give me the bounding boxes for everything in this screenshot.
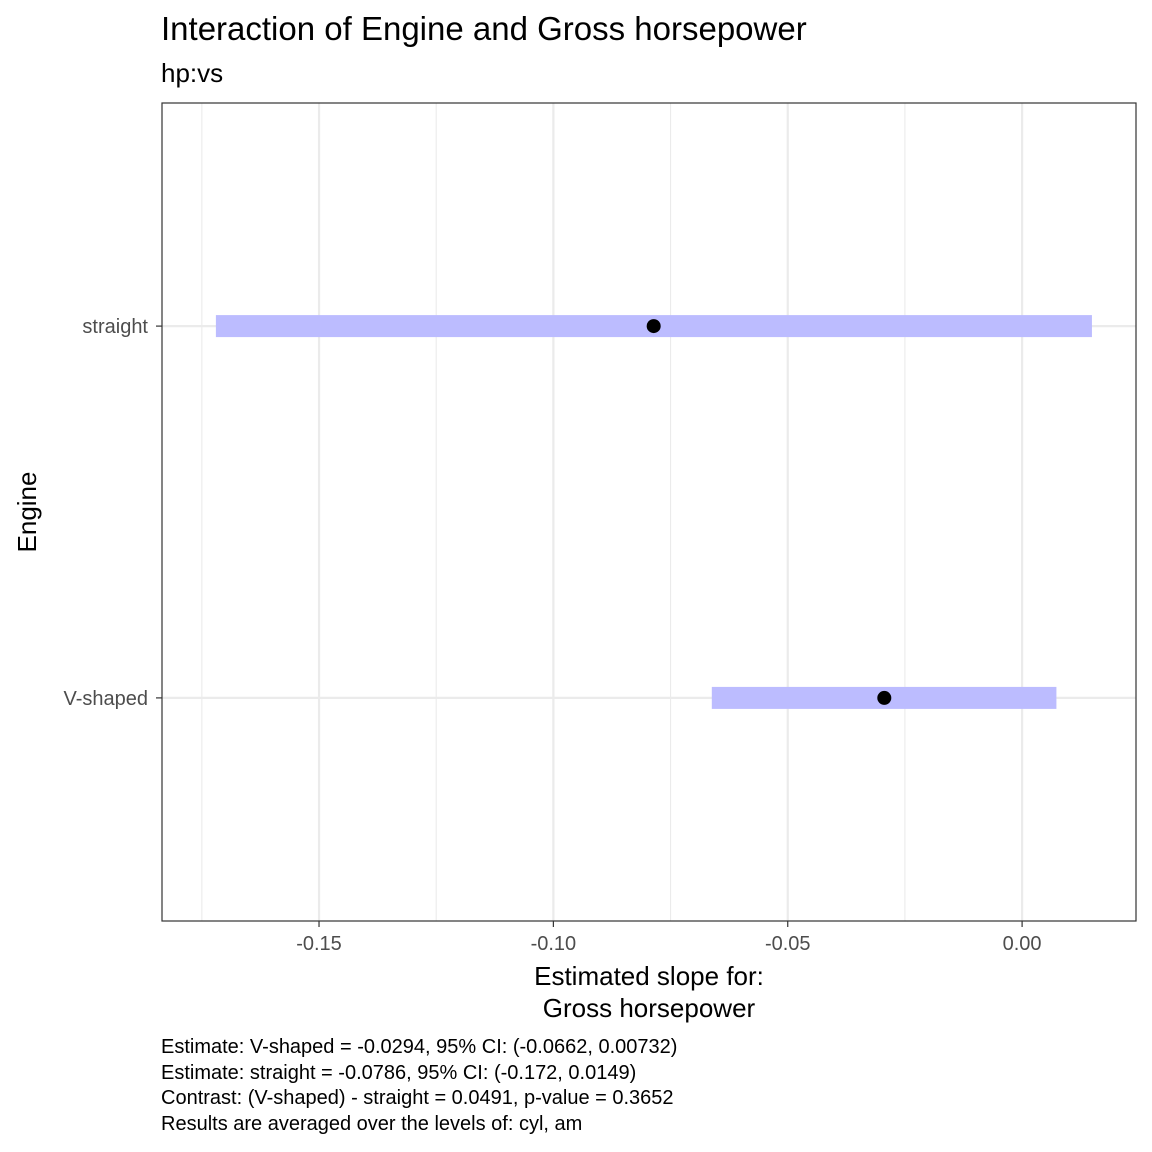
x-axis: -0.15 -0.10 -0.05 0.00 (296, 921, 1042, 955)
chart-title: Interaction of Engine and Gross horsepow… (161, 10, 807, 47)
y-axis-label: Engine (12, 472, 42, 553)
estimate-point-straight (646, 319, 661, 334)
x-tick-label: -0.10 (531, 933, 577, 955)
plot-panel-border (161, 102, 1137, 922)
caption-line: Estimate: V-shaped = -0.0294, 95% CI: (-… (161, 1036, 678, 1058)
x-tick-label: 0.00 (1003, 933, 1042, 955)
estimate-point-v-shaped (877, 690, 892, 705)
y-tick-label: V-shaped (63, 688, 148, 710)
x-tick-label: -0.15 (296, 933, 342, 955)
plot-background (162, 103, 1136, 921)
caption-line: Contrast: (V-shaped) - straight = 0.0491… (161, 1087, 674, 1109)
y-axis: straight V-shaped (63, 316, 162, 710)
chart-subtitle: hp:vs (161, 58, 223, 88)
x-axis-label-line2: Gross horsepower (543, 993, 756, 1023)
x-axis-label-line1: Estimated slope for: (534, 961, 764, 991)
caption-line: Estimate: straight = -0.0786, 95% CI: (-… (161, 1061, 637, 1084)
y-tick-label: straight (82, 316, 148, 338)
caption-line: Results are averaged over the levels of:… (161, 1112, 583, 1135)
caption: Estimate: V-shaped = -0.0294, 95% CI: (-… (161, 1035, 1121, 1137)
x-tick-label: -0.05 (765, 933, 811, 955)
estimate-points (646, 319, 892, 705)
